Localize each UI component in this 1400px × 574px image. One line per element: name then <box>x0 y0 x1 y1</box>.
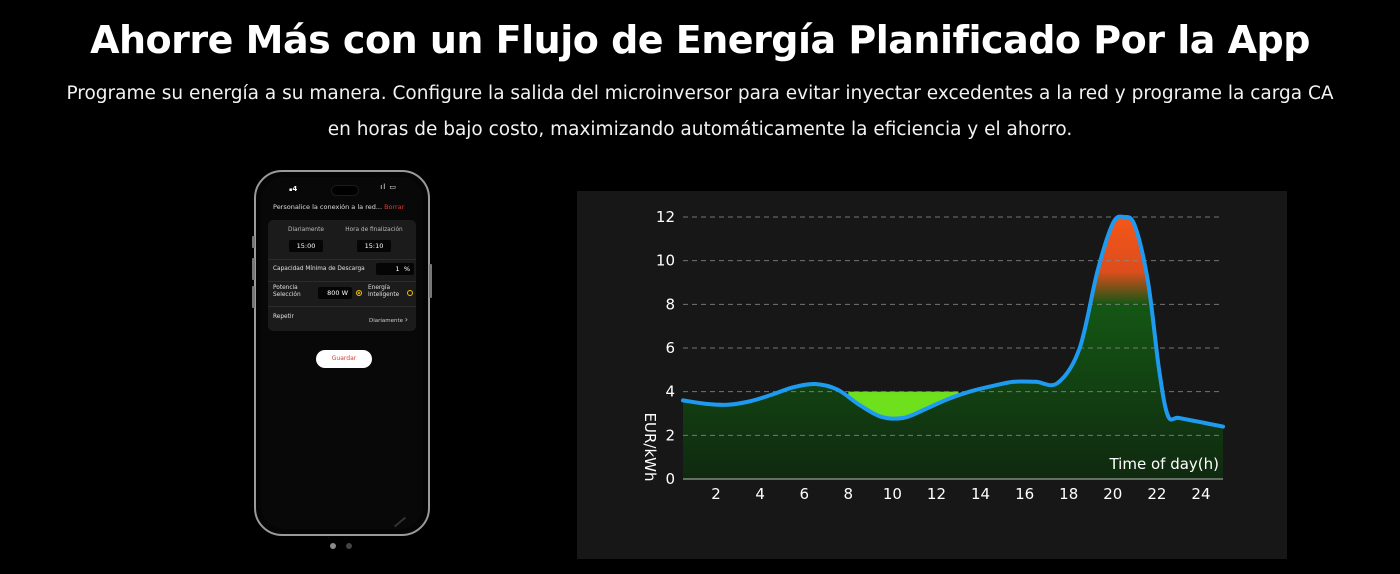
smart-energy-label: Energía Inteligente <box>368 285 400 298</box>
min-discharge-input[interactable]: 1 % <box>376 263 414 275</box>
repeat-label: Repetir <box>273 314 294 320</box>
phone-side-button <box>252 286 255 308</box>
end-time-field[interactable]: 15:10 <box>357 240 391 252</box>
y-tick-label: 2 <box>665 426 675 444</box>
area-fill <box>683 216 1223 480</box>
phone-side-button <box>252 258 255 280</box>
y-tick-label: 4 <box>665 383 675 401</box>
price-line <box>681 214 1225 429</box>
x-tick-label: 16 <box>1015 485 1034 503</box>
screen-title: Personalice la conexión a la red... Borra… <box>273 203 405 211</box>
y-axis-label: EUR/kWh <box>641 413 659 482</box>
x-tick-label: 20 <box>1103 485 1122 503</box>
smart-energy-radio[interactable] <box>407 290 413 296</box>
power-selection-label: Potencia Selección <box>273 285 301 298</box>
y-tick-label: 10 <box>656 252 675 270</box>
schedule-card: Diariamente Hora de finalización 15:00 1… <box>268 220 416 331</box>
phone-screen: ▪4 ıl ▭ Personalice la conexión a la red… <box>261 177 423 529</box>
y-tick-label: 6 <box>665 339 675 357</box>
battery-icon: ıl ▭ <box>380 183 397 191</box>
save-button[interactable]: Guardar <box>316 350 372 368</box>
x-tick-label: 2 <box>711 485 721 503</box>
carousel-dot[interactable] <box>330 543 336 549</box>
phone-mockup: ▪4 ıl ▭ Personalice la conexión a la red… <box>252 170 432 536</box>
x-tick-label: 6 <box>799 485 809 503</box>
x-tick-label: 4 <box>755 485 765 503</box>
delete-button[interactable]: Borrar <box>384 203 405 211</box>
x-axis-label: Time of day(h) <box>1108 455 1219 473</box>
divider <box>268 259 416 260</box>
y-tick-label: 12 <box>656 208 675 226</box>
subtitle-line-2: en horas de bajo costo, maximizando auto… <box>327 119 1073 140</box>
divider <box>268 281 416 282</box>
chevron-right-icon: › <box>404 315 408 324</box>
page-subtitle: Programe su energía a su manera. Configu… <box>40 76 1360 148</box>
start-time-field[interactable]: 15:00 <box>289 240 323 252</box>
x-tick-label: 8 <box>844 485 854 503</box>
daily-label: Diariamente <box>288 227 324 233</box>
signal-bars-icon: ▪ <box>289 187 293 193</box>
x-tick-label: 14 <box>971 485 990 503</box>
page-title: Ahorre Más con un Flujo de Energía Plani… <box>90 18 1310 62</box>
divider <box>268 306 416 307</box>
phone-side-button <box>252 236 255 248</box>
carousel-dot[interactable] <box>346 543 352 549</box>
power-radio[interactable] <box>356 290 362 296</box>
subtitle-line-1: Programe su energía a su manera. Configu… <box>66 83 1334 104</box>
price-chart-panel: 0 2 4 6 8 10 12 2 4 6 8 10 12 14 16 18 20 22 24 Time of day… <box>577 191 1287 559</box>
home-indicator <box>393 516 407 528</box>
x-tick-label: 18 <box>1059 485 1078 503</box>
x-tick-label: 24 <box>1191 485 1210 503</box>
end-time-label: Hora de finalización <box>345 227 403 233</box>
min-discharge-label: Capacidad Mínima de Descarga <box>273 266 365 272</box>
x-tick-label: 12 <box>927 485 946 503</box>
y-tick-label: 8 <box>665 295 675 313</box>
percent-unit: % <box>403 265 410 273</box>
dynamic-island <box>331 185 359 196</box>
repeat-selector[interactable]: Diariamente › <box>368 315 408 324</box>
signal-status: ▪4 <box>289 185 298 193</box>
y-tick-label: 0 <box>665 470 675 488</box>
x-tick-label: 10 <box>883 485 902 503</box>
phone-power-button <box>429 264 432 298</box>
power-value-input[interactable]: 800 W <box>318 287 352 299</box>
x-tick-label: 22 <box>1147 485 1166 503</box>
